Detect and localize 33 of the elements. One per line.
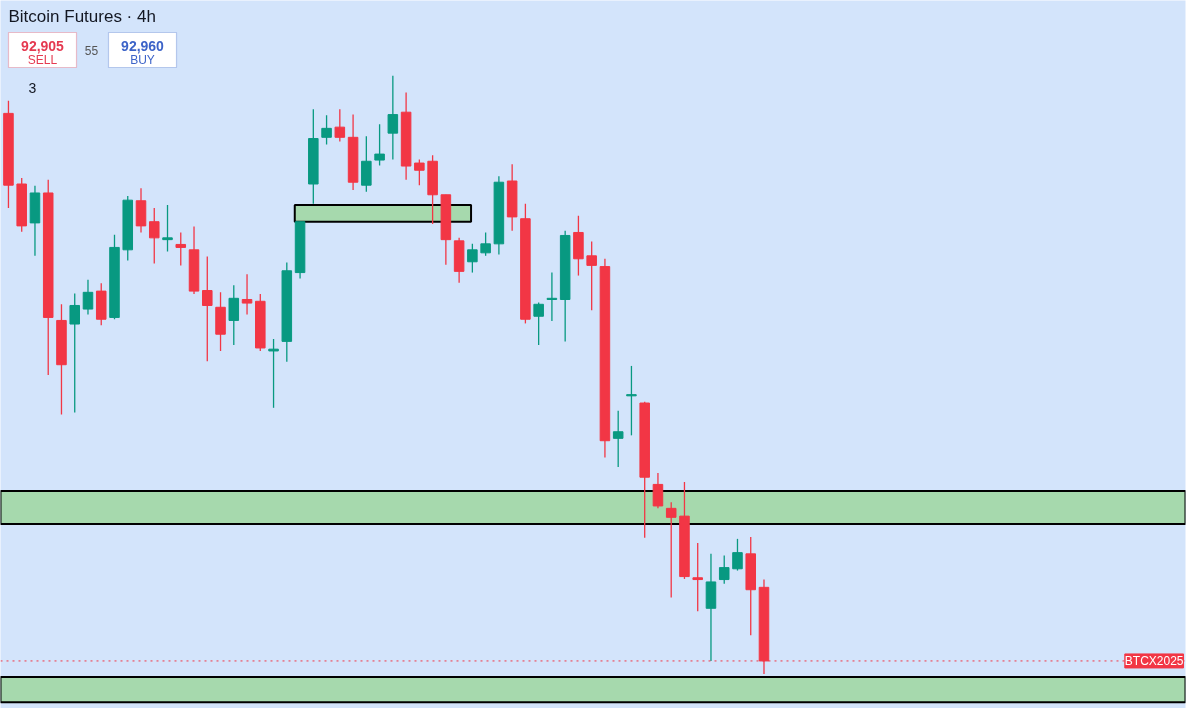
- candlestick: [732, 538, 743, 572]
- candlestick: [69, 292, 80, 414]
- annotation: 3: [28, 79, 37, 96]
- ref-line-label: BTCX2025: [1124, 653, 1184, 668]
- candlestick: [546, 271, 558, 322]
- candlestick: [202, 255, 213, 362]
- candlestick: [175, 231, 187, 267]
- candlestick: [374, 123, 385, 167]
- chart-title: Bitcoin Futures · 4h: [8, 7, 156, 26]
- candlestick: [82, 279, 94, 316]
- candlestick: [241, 273, 253, 316]
- candlestick: [268, 338, 279, 409]
- candlestick: [533, 301, 544, 346]
- candlestick: [334, 108, 346, 143]
- candlestick: [162, 204, 173, 253]
- candlestick: [626, 365, 637, 436]
- text: 55: [84, 44, 99, 58]
- text: 92,905: [21, 37, 65, 54]
- candlestick: [612, 410, 624, 468]
- candlestick: [665, 501, 677, 599]
- candlestick: [480, 231, 491, 257]
- candlestick: [361, 135, 372, 193]
- candlestick: [148, 207, 160, 265]
- candlestick: [228, 284, 240, 346]
- candlestick: [652, 472, 664, 509]
- candlestick: [586, 240, 597, 311]
- candlestick: [387, 75, 399, 161]
- candlestick: [718, 554, 730, 585]
- candlestick: [414, 158, 425, 186]
- candlestick: [467, 243, 478, 274]
- candlestick: [321, 114, 332, 146]
- candlestick: [692, 542, 703, 612]
- text: 92,960: [121, 37, 165, 54]
